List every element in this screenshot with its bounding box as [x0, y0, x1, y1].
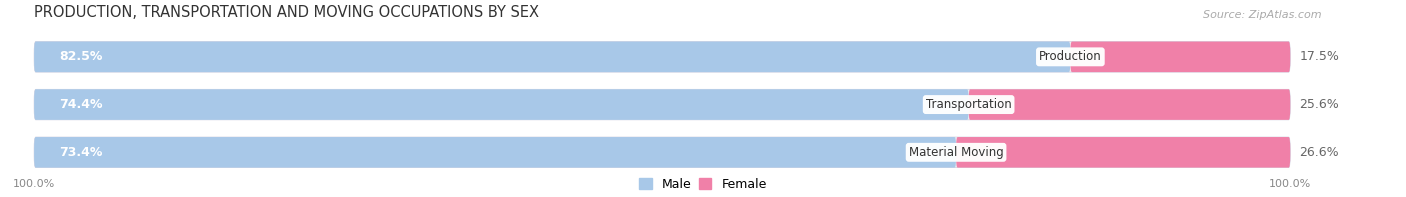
FancyBboxPatch shape [34, 42, 1291, 72]
Text: Source: ZipAtlas.com: Source: ZipAtlas.com [1204, 10, 1322, 20]
Text: 100.0%: 100.0% [1270, 178, 1312, 189]
FancyBboxPatch shape [956, 137, 1291, 168]
FancyBboxPatch shape [34, 89, 969, 120]
FancyBboxPatch shape [969, 89, 1291, 120]
Text: Transportation: Transportation [925, 98, 1011, 111]
Text: 82.5%: 82.5% [59, 50, 103, 63]
Text: 100.0%: 100.0% [13, 178, 55, 189]
Text: Production: Production [1039, 50, 1102, 63]
Text: PRODUCTION, TRANSPORTATION AND MOVING OCCUPATIONS BY SEX: PRODUCTION, TRANSPORTATION AND MOVING OC… [34, 5, 538, 20]
Text: 26.6%: 26.6% [1299, 146, 1340, 159]
FancyBboxPatch shape [34, 42, 1070, 72]
FancyBboxPatch shape [34, 89, 1291, 120]
FancyBboxPatch shape [1070, 42, 1291, 72]
Text: Material Moving: Material Moving [908, 146, 1004, 159]
FancyBboxPatch shape [34, 137, 1291, 168]
FancyBboxPatch shape [34, 137, 956, 168]
Text: 73.4%: 73.4% [59, 146, 103, 159]
Text: 17.5%: 17.5% [1299, 50, 1340, 63]
Legend: Male, Female: Male, Female [634, 173, 772, 196]
Text: 25.6%: 25.6% [1299, 98, 1340, 111]
Text: 74.4%: 74.4% [59, 98, 103, 111]
